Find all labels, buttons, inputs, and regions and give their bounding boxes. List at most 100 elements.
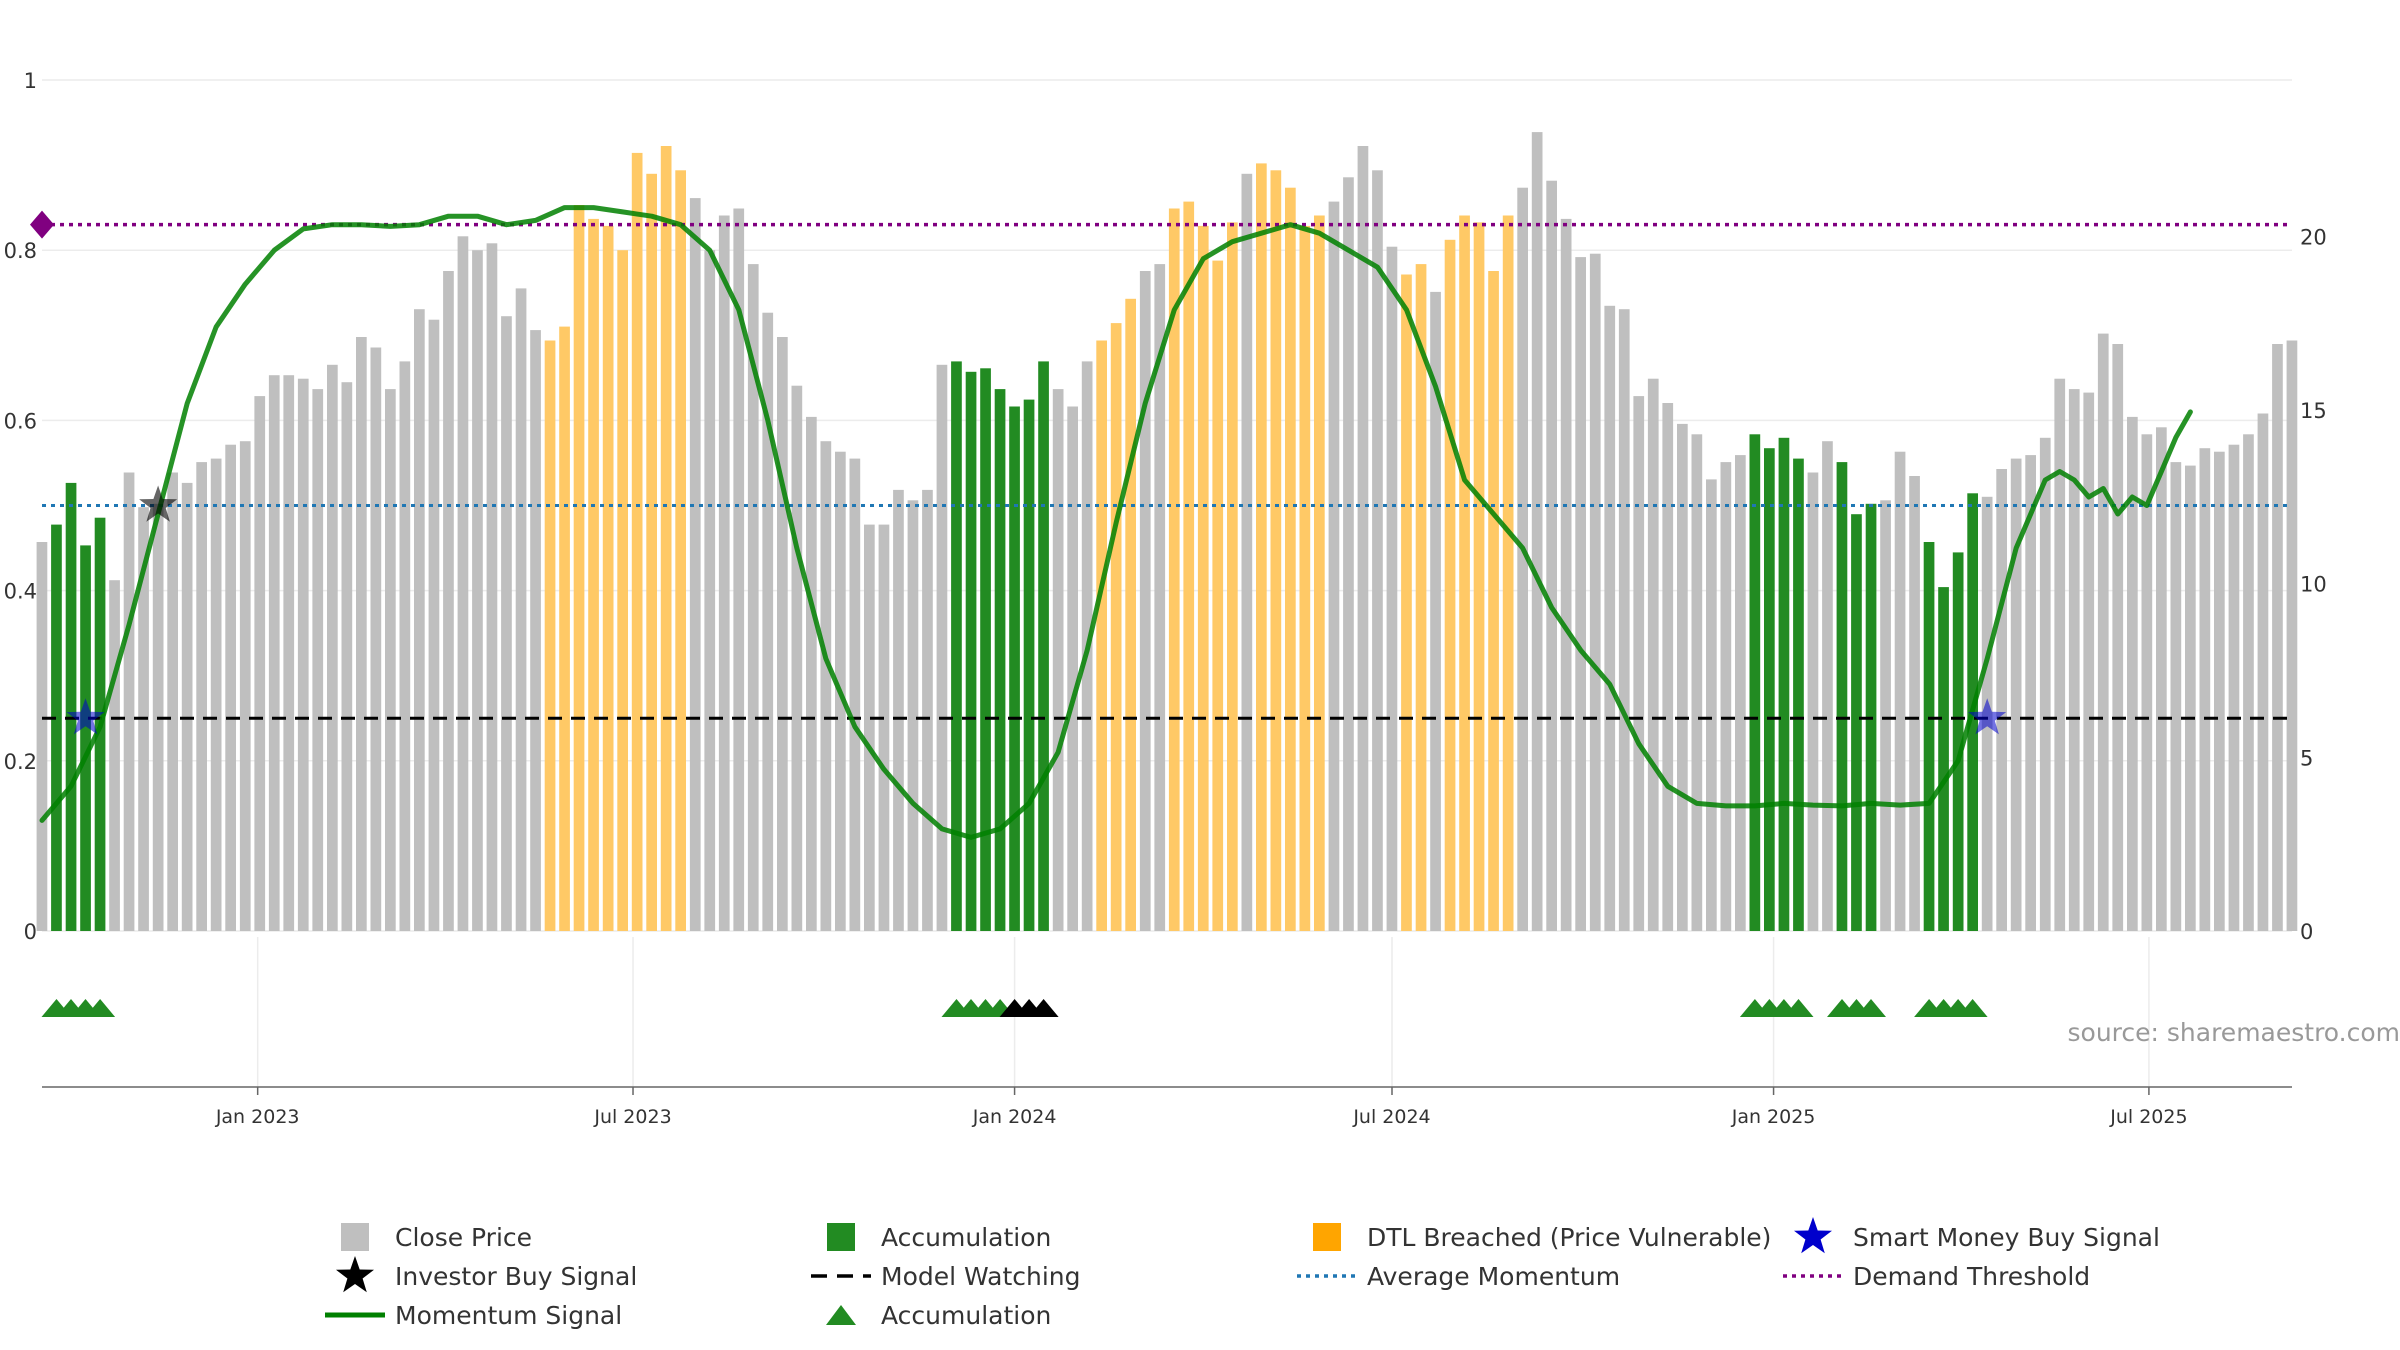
legend-swatch-square [1313, 1223, 1341, 1251]
legend-swatch-square [827, 1223, 855, 1251]
close-price-bar [254, 396, 266, 932]
legend-label: Accumulation [881, 1301, 1051, 1330]
accumulation-triangle [1856, 999, 1886, 1017]
close-price-bar [2257, 413, 2269, 931]
close-price-bar [1386, 246, 1398, 931]
close-price-bar [196, 462, 207, 931]
close-price-bar [1067, 406, 1078, 931]
close-price-bar [2272, 344, 2283, 931]
close-price-bar [370, 347, 382, 931]
x-tick-label: Jul 2024 [1352, 1106, 1430, 1128]
close-price-bar [1996, 469, 2007, 931]
x-tick-label: Jan 2023 [215, 1106, 300, 1128]
accumulation-triangle [1957, 999, 1988, 1017]
close-price-bar [2039, 437, 2051, 931]
accumulation-bar [1009, 406, 1020, 931]
close-price-bar [1822, 441, 1833, 931]
accumulation-bar [1938, 587, 1949, 931]
legend-item: Model Watching [811, 1262, 1081, 1291]
source-label: source: sharemaestro.com [2068, 1018, 2400, 1047]
y-left-tick-label: 0 [24, 920, 37, 944]
accumulation-triangle [1783, 999, 1814, 1017]
dtl-breached-bar [1314, 215, 1325, 931]
dtl-breached-bar [631, 152, 643, 931]
close-price-bar [2286, 340, 2298, 931]
close-price-bar [1662, 403, 1674, 931]
legend-item: Momentum Signal [325, 1301, 622, 1330]
y-left-tick-label: 0.4 [4, 580, 37, 604]
close-price-bar [864, 524, 875, 931]
close-price-bar [210, 458, 222, 931]
dtl-breached-bar [1401, 274, 1412, 931]
close-price-bar [2141, 434, 2153, 931]
legend-label: Close Price [395, 1223, 532, 1252]
accumulation-bar [65, 482, 77, 931]
legend-item: Accumulation [827, 1223, 1051, 1252]
close-price-bar [878, 524, 890, 931]
close-price-bar [893, 489, 904, 931]
close-price-bar [1807, 472, 1819, 931]
close-price-bar [1735, 455, 1746, 931]
buy-signals [66, 485, 2007, 735]
close-price-bar [2010, 458, 2022, 931]
dtl-breached-bar [1125, 298, 1136, 931]
accumulation-bar [951, 361, 962, 931]
close-price-bar [1691, 434, 1703, 931]
smart-money-star [1968, 698, 2007, 735]
close-price-bar [2054, 378, 2066, 931]
smart-money-star [66, 698, 105, 735]
close-price-bar [1589, 253, 1601, 931]
close-price-bar [109, 580, 120, 931]
legend-label: Smart Money Buy Signal [1853, 1223, 2160, 1252]
accumulation-bar [1749, 434, 1761, 931]
dtl-breached-bar [1168, 208, 1180, 931]
reference-lines [30, 210, 2292, 720]
close-price-bar [2156, 427, 2167, 931]
close-price-bar [1720, 462, 1732, 931]
close-price-bar [181, 482, 193, 931]
close-price-bar [36, 542, 48, 931]
accumulation-bar [1764, 448, 1775, 931]
close-price-bar [1909, 476, 1920, 931]
close-price-bar [530, 330, 541, 932]
close-price-bar [936, 364, 948, 931]
dtl-breached-bar [1110, 323, 1122, 932]
close-price-bar [2112, 344, 2124, 931]
close-price-bar [1430, 291, 1441, 931]
close-price-bar [1604, 305, 1616, 931]
close-price-bar [733, 208, 745, 931]
accumulation-bar [1952, 552, 1964, 931]
close-price-bar [2025, 455, 2036, 931]
y-right-tick-label: 20 [2300, 225, 2327, 249]
legend-label: Investor Buy Signal [395, 1262, 637, 1291]
close-price-bar [777, 337, 788, 931]
legend-item: Average Momentum [1297, 1262, 1620, 1291]
close-price-bar [1575, 257, 1586, 932]
close-price-bar [2228, 444, 2240, 931]
dtl-breached-bar [573, 205, 585, 931]
close-price-bar [922, 489, 933, 931]
close-price-bar [501, 316, 512, 931]
close-price-bar [385, 389, 396, 932]
legend-label: Demand Threshold [1853, 1262, 2090, 1291]
investor-buy-star [139, 485, 178, 522]
accumulation-bar [980, 368, 991, 931]
y-right-tick-label: 0 [2300, 920, 2313, 944]
y-right-tick-label: 10 [2300, 573, 2327, 597]
accumulation-triangle [85, 999, 116, 1017]
dtl-breached-bar [675, 170, 686, 932]
accumulation-bar [965, 371, 977, 931]
close-price-bar [1357, 146, 1369, 931]
dtl-breached-bar [1488, 271, 1499, 931]
legend-item: Smart Money Buy Signal [1794, 1217, 2160, 1254]
close-price-bar [1372, 170, 1383, 932]
dtl-breached-bar [544, 340, 556, 931]
axes: Jan 2023 Jul 2023 Jan 2024 Jul 2024 Jan 2025… [4, 69, 2327, 1128]
legend-label: Model Watching [881, 1262, 1081, 1291]
x-tick-label: Jan 2024 [972, 1106, 1057, 1128]
x-tick-label: Jul 2025 [2109, 1106, 2187, 1128]
legend-swatch-triangle [826, 1305, 856, 1325]
y-left-tick-label: 0.6 [4, 409, 37, 433]
close-price-bar [849, 458, 861, 931]
dtl-breached-bar [1473, 222, 1485, 931]
